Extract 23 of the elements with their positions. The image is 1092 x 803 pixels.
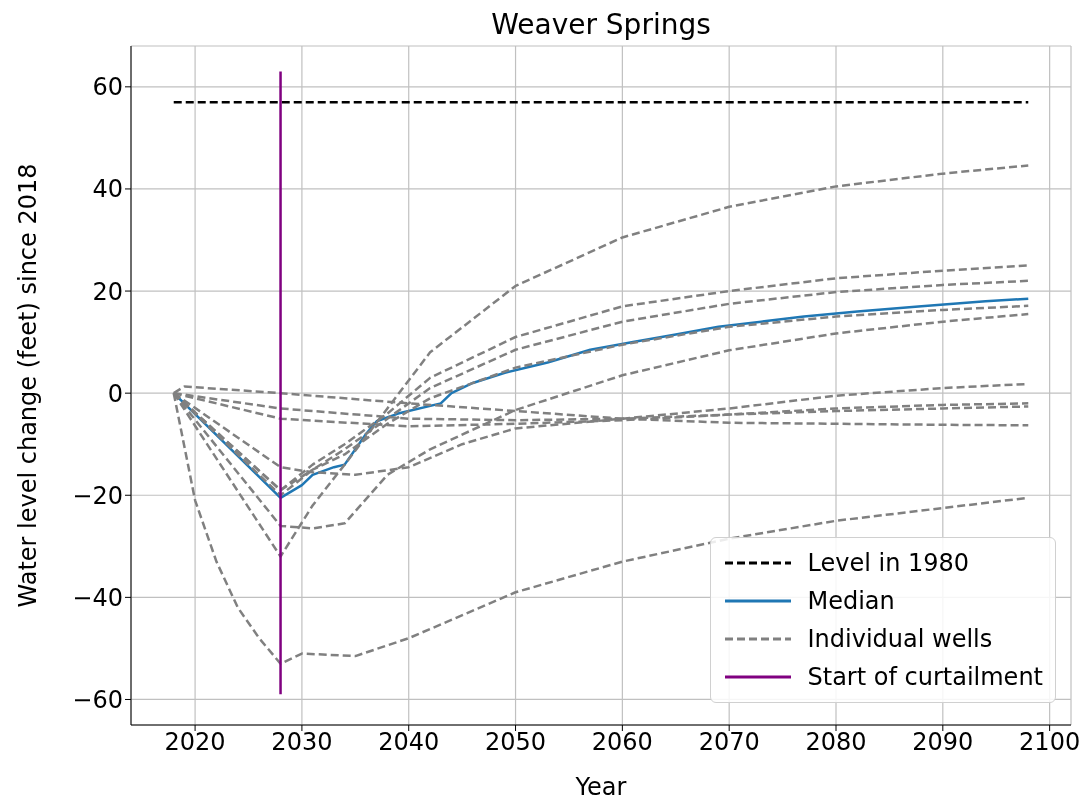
y-tick-label: −40 bbox=[72, 583, 123, 612]
legend-label: Start of curtailment bbox=[807, 663, 1043, 691]
x-tick-label: 2090 bbox=[912, 728, 974, 757]
x-tick-label: 2080 bbox=[805, 728, 867, 757]
legend-label: Median bbox=[807, 587, 895, 615]
x-axis-title: Year bbox=[574, 773, 627, 801]
x-tick-label: 2050 bbox=[485, 728, 547, 757]
y-tick-label: 40 bbox=[92, 175, 123, 204]
x-tick-label: 2020 bbox=[164, 728, 226, 757]
chart-title: Weaver Springs bbox=[490, 8, 712, 41]
y-tick-label: 20 bbox=[92, 277, 123, 306]
x-tick-label: 2070 bbox=[698, 728, 760, 757]
legend-label: Level in 1980 bbox=[807, 549, 970, 577]
y-axis-title: Water level change (feet) since 2018 bbox=[14, 163, 42, 608]
y-tick-label: 60 bbox=[92, 73, 123, 102]
x-tick-label: 2100 bbox=[1019, 728, 1081, 757]
y-tick-label: −60 bbox=[72, 685, 123, 714]
x-tick-label: 2040 bbox=[378, 728, 440, 757]
legend-label: Individual wells bbox=[807, 625, 993, 653]
y-tick-label: 0 bbox=[107, 379, 123, 408]
x-tick-label: 2060 bbox=[591, 728, 653, 757]
y-tick-label: −20 bbox=[72, 481, 123, 510]
x-tick-label: 2030 bbox=[271, 728, 333, 757]
